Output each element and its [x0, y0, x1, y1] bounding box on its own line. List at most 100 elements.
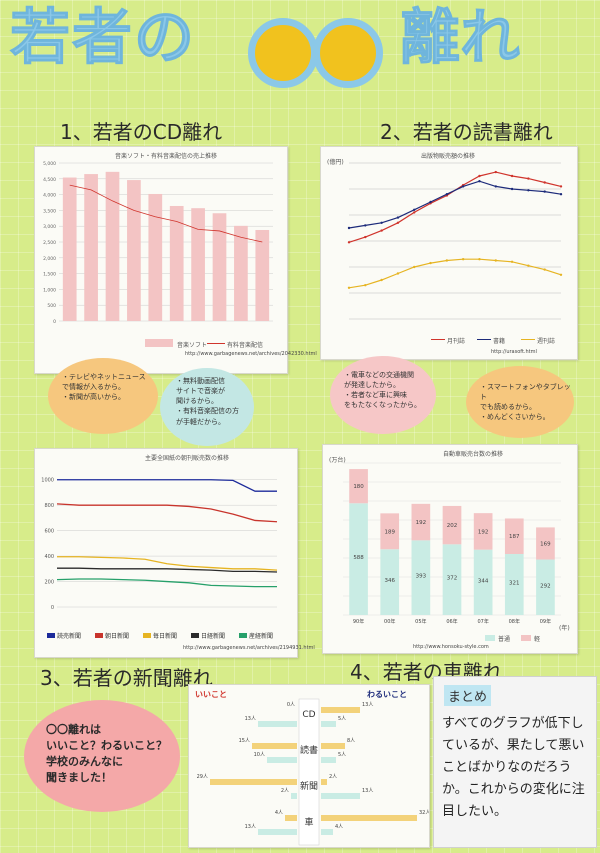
bubble-books-left-line: ・電車などの交通機関 — [344, 371, 414, 379]
bubble-music-line: ・無料動画配信 — [176, 377, 225, 385]
chart2-point — [380, 278, 383, 282]
bubble-cd-line: で情報が入るから。 — [62, 383, 125, 392]
chart2-point — [559, 273, 563, 276]
chart2-point — [559, 193, 563, 196]
chart2-point — [543, 190, 546, 193]
chart3-legend-label: 朝日新聞 — [105, 632, 129, 640]
chart1-legend-2: 有料音楽配信 — [227, 342, 264, 349]
bubble-books-right-line: でも読めるから。 — [480, 403, 536, 412]
survey-good-count: 15人 — [239, 738, 250, 744]
chart4-legend-1: 普通 — [498, 636, 511, 643]
chart4-title: 自動車販売台数の推移 — [443, 451, 504, 458]
chart4-bar-kei — [380, 513, 400, 550]
survey-good-count: 4人 — [275, 810, 283, 816]
chart4-xtick: 05年 — [415, 618, 426, 625]
chart4-source: http://www.honsoku-style.com — [413, 644, 489, 650]
survey-bad-bar — [321, 743, 345, 749]
survey-bad-count: 32人 — [419, 810, 429, 816]
bubble-music-line: ・有料音楽配信の方 — [176, 407, 239, 416]
chart2-point — [494, 259, 497, 262]
chart2-source: http://urasoft.html — [491, 349, 537, 355]
chart4-bar-kei — [349, 469, 368, 504]
title-main: 若者の — [10, 3, 196, 73]
chart4-value-label: 346 — [384, 578, 395, 584]
survey-center-column — [298, 698, 320, 846]
summary-box: まとめ すべてのグラフが低下しているが、果たして悪いことばかりなのだろうか。これ… — [433, 676, 597, 848]
bubble-books-right-line: ・スマートフォンやタブレット — [480, 383, 571, 402]
summary-text: すべてのグラフが低下しているが、果たして悪いことばかりなのだろうか。これからの変… — [442, 716, 585, 819]
survey-topic: 読書 — [300, 744, 318, 756]
circle-1-icon — [248, 18, 318, 88]
question-line: 〇〇離れは — [46, 723, 101, 736]
chart4-value-label: 372 — [447, 576, 458, 582]
chart2-point — [364, 284, 367, 287]
chart3-series-line — [57, 479, 277, 492]
chart4-bar-kei — [411, 503, 431, 541]
chart3-ytick: 800 — [44, 503, 54, 509]
chart3-legend-swatch — [47, 633, 55, 638]
survey-topic: 新聞 — [300, 780, 318, 792]
survey-bad-count: 5人 — [338, 752, 346, 758]
chart4-value-label: 189 — [384, 529, 395, 535]
chart4-bar-kei — [504, 518, 524, 555]
chart2-ylabel: (億円) — [327, 159, 344, 166]
chart4-bar-regular — [349, 503, 368, 615]
chart1-bar — [84, 174, 98, 321]
bubble-books-right: ・スマートフォンやタブレット でも読めるから。 ・めんどくさいから。 — [466, 366, 574, 438]
chart2-point — [364, 235, 367, 239]
chart1-ytick: 0 — [53, 319, 56, 325]
chart2-point — [445, 193, 449, 196]
chart2-point — [380, 221, 383, 224]
chart4-ylabel: (万台) — [329, 457, 346, 464]
chart2-point — [494, 170, 497, 174]
chart2-legend-2: 書籍 — [493, 338, 506, 345]
chart2-legend-line-1 — [431, 339, 445, 340]
chart1-bar — [169, 205, 184, 321]
chart1-source: http://www.garbagenews.net/archives/2042… — [185, 351, 317, 357]
chart2-point — [396, 272, 400, 275]
survey-bad-count: 13人 — [362, 788, 373, 794]
chart3-svg: 0 200 400 600 800 1000 読売新聞 朝日新聞 毎日新聞 日経新聞 産経新聞 — [41, 478, 278, 640]
chart4-bar-regular — [504, 554, 524, 615]
chart1-bar — [234, 225, 248, 321]
chart2-point — [478, 180, 481, 183]
chart2-panel: 出版物販売額の推移 (億円) 月刊誌 書籍 週刊誌 http://urasoft… — [320, 146, 578, 360]
survey-good-count: 13人 — [245, 824, 256, 830]
chart3-title: 主要全国紙の朝刊販売数の推移 — [145, 455, 230, 462]
chart2-point — [478, 258, 481, 261]
chart4-xtick: 09年 — [540, 618, 551, 625]
chart1-legend-swatch — [145, 339, 173, 347]
chart3-legend-swatch — [95, 633, 103, 638]
chart2-point — [429, 200, 432, 204]
summary-title: まとめ — [444, 685, 492, 706]
chart3-legend-swatch — [191, 633, 199, 638]
chart2-series-line — [348, 171, 562, 243]
chart4-bar-kei — [536, 527, 555, 560]
bubble-music: ・無料動画配信 サイトで音楽が 聞けるから。 ・有料音楽配信の方 が手軽だから。 — [160, 368, 254, 446]
chart1-ytick: 500 — [47, 303, 56, 309]
chart4-bar-regular — [411, 540, 431, 615]
chart4-bar-kei — [473, 513, 493, 550]
survey-good-count: 13人 — [245, 716, 256, 722]
chart4-value-label: 187 — [509, 534, 520, 540]
chart4-value-label: 192 — [478, 529, 489, 535]
chart4-bar-regular — [442, 544, 462, 615]
chart2-point — [429, 261, 432, 265]
chart2-legend-line-2 — [477, 339, 491, 340]
survey-bad-count: 2人 — [329, 774, 337, 780]
chart2-legend-line-3 — [521, 339, 535, 340]
chart3-ytick: 0 — [51, 605, 54, 611]
chart4-bar-kei — [442, 505, 462, 545]
chart2-title: 出版物販売額の推移 — [421, 153, 476, 160]
chart1-ytick: 4,000 — [43, 193, 56, 199]
bubble-question: 〇〇離れは いいこと？わるいこと？ 学校のみんなに 聞きました！ — [24, 700, 180, 812]
chart2-point — [396, 216, 400, 219]
chart4-value-label: 588 — [353, 555, 364, 561]
chart1-ytick: 2,500 — [43, 240, 56, 246]
chart2-point — [396, 221, 400, 224]
chart2-point — [494, 185, 497, 188]
survey-good-bar — [267, 757, 297, 763]
chart4-bar-regular — [473, 549, 493, 615]
